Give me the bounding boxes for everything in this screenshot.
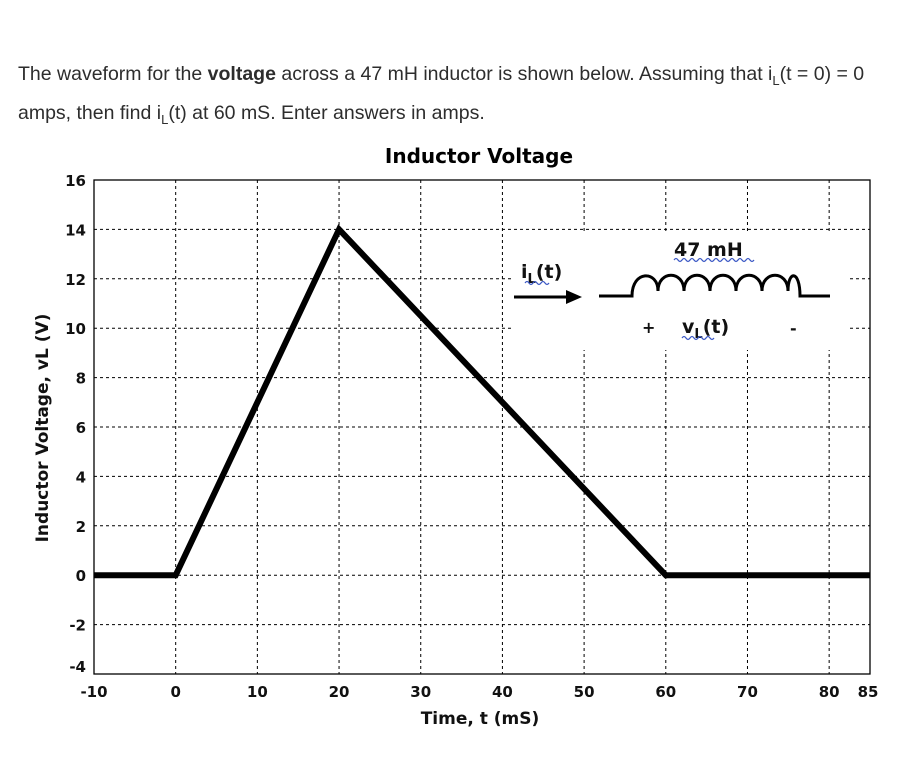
spell-underline-current <box>524 280 550 286</box>
bold-voltage: voltage <box>207 63 276 85</box>
y-axis-label: Inductor Voltage, vL (V) <box>33 314 53 543</box>
x-tick-label: 0 <box>170 683 180 701</box>
minus-sign: - <box>790 319 797 338</box>
grid <box>94 180 870 674</box>
x-tick-label: 20 <box>329 683 350 701</box>
x-tick-label: 80 <box>819 683 840 701</box>
voltage-label: vL(t) <box>682 316 729 342</box>
y-tick-label: 10 <box>65 320 86 338</box>
inductor-symbol <box>599 273 830 298</box>
x-tick-label: 50 <box>574 683 595 701</box>
x-tick-label: -10 <box>80 683 107 701</box>
circuit-inset: iL(t) 47 mH + vL(t) - <box>512 232 847 350</box>
y-tick-label: 8 <box>76 370 86 388</box>
chart-title: Inductor Voltage <box>385 144 573 168</box>
spell-underline-voltage <box>681 335 715 341</box>
y-tick-label: -2 <box>69 617 86 635</box>
current-arrow-head <box>566 290 582 304</box>
plot-frame <box>93 179 871 675</box>
x-tick-label: 30 <box>410 683 431 701</box>
y-tick-label: 14 <box>65 221 86 239</box>
x-tick-label: 60 <box>655 683 676 701</box>
spell-underline-inductance <box>673 257 755 263</box>
y-tick-label: 6 <box>76 419 86 437</box>
question-text: The waveform for the voltage across a 47… <box>18 63 865 127</box>
y-tick-label: 12 <box>65 271 86 289</box>
tick-labels: -10 0 10 20 30 40 50 60 70 80 85 -4 -2 0 2 4 6 8 10 12 14 16 <box>65 172 878 701</box>
y-tick-label: 0 <box>76 567 86 585</box>
y-tick-label: 16 <box>65 172 86 190</box>
x-tick-label: 40 <box>492 683 513 701</box>
x-tick-label: 10 <box>247 683 268 701</box>
y-tick-label: 4 <box>76 468 86 486</box>
series-line <box>94 224 870 579</box>
x-axis-label: Time, t (mS) <box>421 709 540 729</box>
x-tick-label: 85 <box>858 683 879 701</box>
x-tick-label: 70 <box>737 683 758 701</box>
current-label: iL(t) <box>521 261 562 287</box>
plus-sign: + <box>642 318 655 337</box>
inductance-label: 47 mH <box>674 239 743 261</box>
y-tick-label: -4 <box>69 658 86 676</box>
y-tick-label: 2 <box>76 518 86 536</box>
